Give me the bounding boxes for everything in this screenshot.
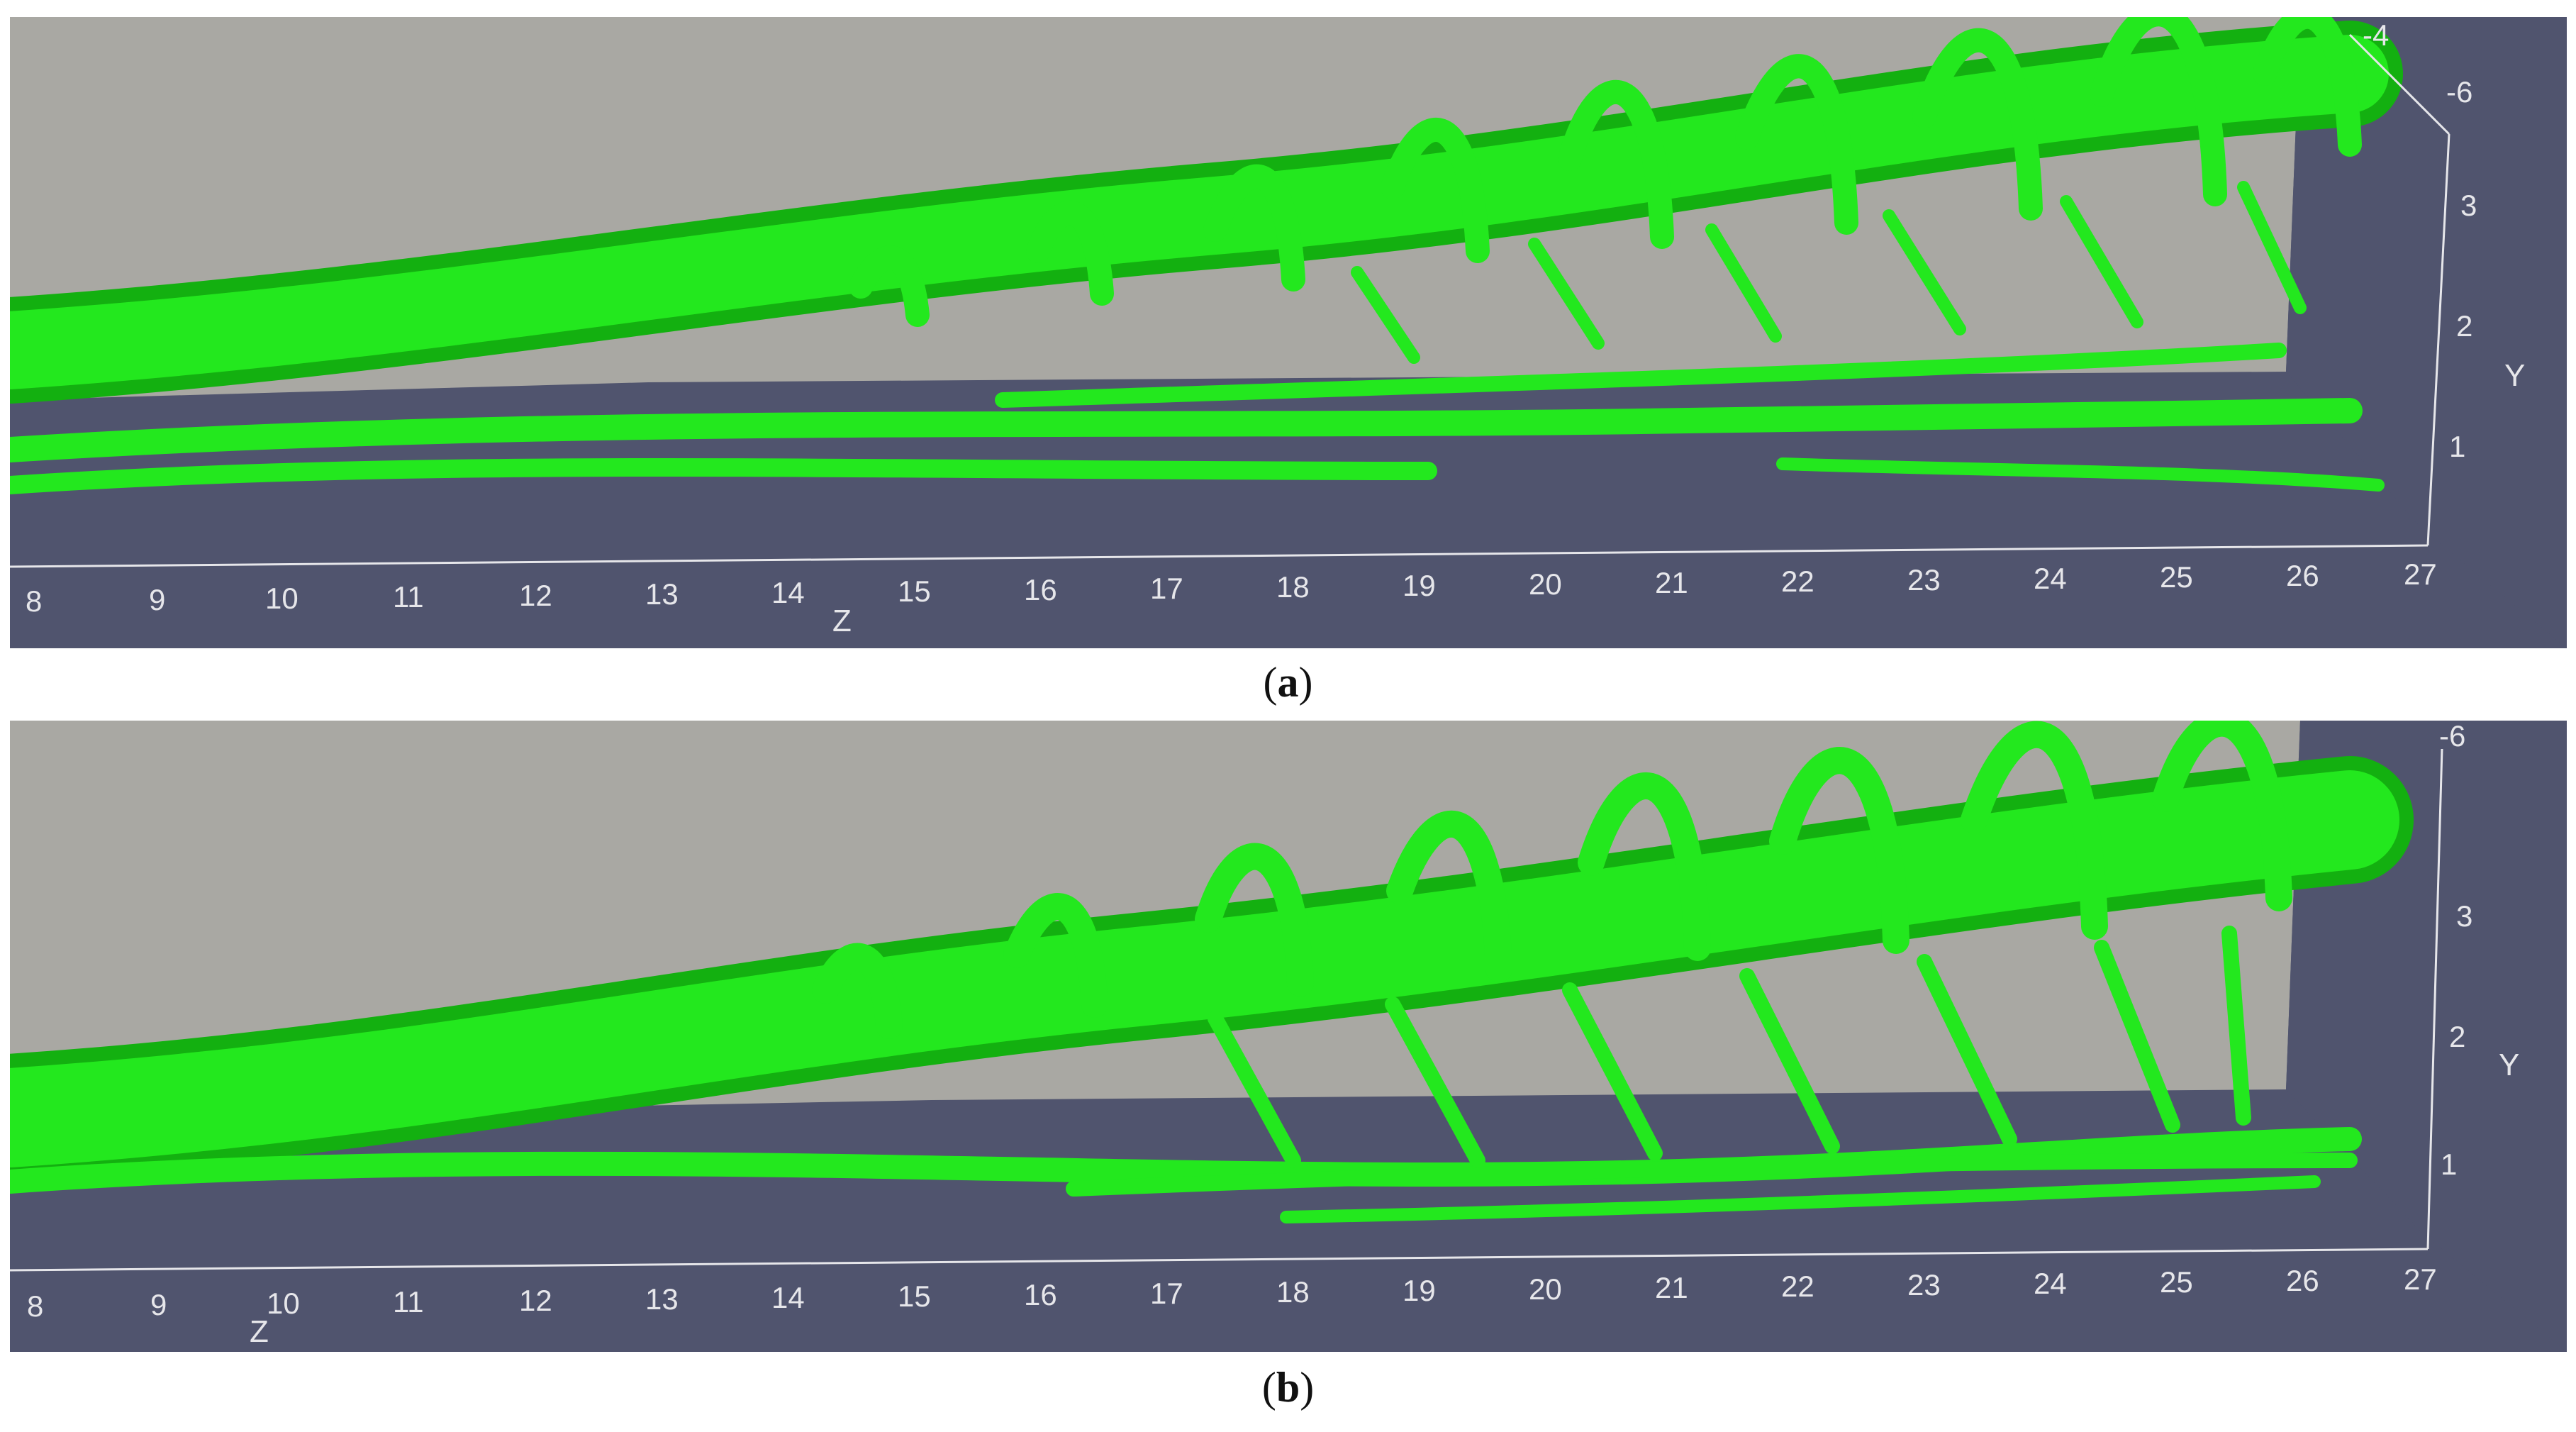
- z-tick-label: 26: [2286, 559, 2319, 592]
- y-tick-label: -6: [2446, 75, 2472, 109]
- caption-letter: b: [1276, 1364, 1300, 1411]
- z-axis-title: Z: [250, 1314, 269, 1349]
- y-axis: -4 -6 3 2 1 Y: [2363, 18, 2525, 463]
- z-tick-label: 25: [2160, 560, 2193, 594]
- z-tick-label: 14: [771, 576, 805, 609]
- vortex-structures: [10, 17, 2403, 494]
- z-tick-label: 12: [519, 1284, 552, 1317]
- z-tick-label: 16: [1024, 1278, 1057, 1311]
- caption-close-paren: ): [1300, 1364, 1315, 1411]
- z-axis: 8 9 10 11 12 13 14 15 16 17 18 19 20 21 …: [27, 1262, 2437, 1349]
- z-tick-label: 24: [2034, 562, 2067, 595]
- z-tick-label: 24: [2034, 1267, 2067, 1300]
- z-tick-label: 15: [898, 1280, 931, 1313]
- z-tick-label: 15: [898, 575, 931, 608]
- z-tick-label: 22: [1781, 565, 1814, 598]
- z-tick-label: 16: [1024, 573, 1057, 606]
- y-axis: -6 3 2 1 Y: [2439, 721, 2519, 1181]
- z-tick-label: 12: [519, 579, 552, 612]
- vortex-structures: [10, 721, 2414, 1223]
- z-tick-label: 10: [267, 1287, 300, 1320]
- z-tick-label: 21: [1655, 1271, 1688, 1304]
- z-tick-label: 21: [1655, 566, 1688, 599]
- render-panel-a: 8 9 10 11 12 13 14 15 16 17 18 19 20 21 …: [10, 17, 2567, 648]
- z-tick-label: 13: [645, 577, 679, 611]
- y-axis-title: Y: [2499, 1048, 2519, 1082]
- caption-letter: a: [1277, 659, 1299, 706]
- z-axis-title: Z: [832, 604, 852, 638]
- z-tick-label: 27: [2404, 1262, 2437, 1296]
- z-tick-label: 19: [1403, 1274, 1436, 1307]
- side-wall: [2286, 17, 2567, 648]
- axis-lines: [10, 33, 2450, 568]
- z-tick-label: 23: [1907, 1268, 1941, 1301]
- y-tick-label: -4: [2363, 18, 2389, 52]
- z-tick-label: 8: [27, 1289, 43, 1323]
- z-tick-label: 26: [2286, 1264, 2319, 1297]
- z-tick-label: 8: [26, 584, 42, 618]
- z-tick-label: 22: [1781, 1270, 1814, 1303]
- z-tick-label: 9: [149, 583, 165, 616]
- z-tick-label: 13: [645, 1282, 679, 1316]
- z-tick-label: 20: [1529, 1272, 1562, 1306]
- z-tick-label: 23: [1907, 563, 1941, 596]
- caption-open-paren: (: [1261, 1364, 1276, 1411]
- z-axis: 8 9 10 11 12 13 14 15 16 17 18 19 20 21 …: [26, 557, 2437, 638]
- z-tick-label: 9: [150, 1288, 167, 1321]
- y-axis-title: Y: [2504, 358, 2525, 393]
- z-tick-label: 11: [393, 580, 424, 614]
- axis-lines: [10, 748, 2443, 1272]
- z-tick-label: 19: [1403, 569, 1436, 602]
- z-tick-label: 18: [1276, 1275, 1310, 1309]
- z-tick-label: 14: [771, 1281, 805, 1314]
- panel-caption-b: (b): [0, 1363, 2576, 1412]
- y-tick-label: 3: [2460, 189, 2477, 222]
- caption-close-paren: ): [1298, 659, 1313, 706]
- z-tick-label: 25: [2160, 1265, 2193, 1299]
- y-tick-label: 3: [2456, 899, 2472, 933]
- z-tick-label: 18: [1276, 570, 1310, 604]
- vortex-render-b: 8 9 10 11 12 13 14 15 16 17 18 19 20 21 …: [10, 721, 2567, 1352]
- y-tick-label: 1: [2441, 1148, 2457, 1181]
- z-tick-label: 27: [2404, 557, 2437, 591]
- z-tick-label: 17: [1150, 572, 1183, 605]
- z-tick-label: 20: [1529, 567, 1562, 601]
- y-tick-label: 2: [2456, 309, 2472, 343]
- z-tick-label: 11: [393, 1285, 424, 1319]
- z-tick-label: 17: [1150, 1277, 1183, 1310]
- vortex-render-a: 8 9 10 11 12 13 14 15 16 17 18 19 20 21 …: [10, 17, 2567, 648]
- caption-open-paren: (: [1263, 659, 1278, 706]
- panel-caption-a: (a): [0, 658, 2576, 707]
- y-tick-label: 2: [2449, 1020, 2465, 1053]
- z-tick-label: 10: [265, 582, 299, 615]
- render-panel-b: 8 9 10 11 12 13 14 15 16 17 18 19 20 21 …: [10, 721, 2567, 1352]
- y-tick-label: -6: [2439, 721, 2465, 753]
- y-tick-label: 1: [2449, 430, 2465, 463]
